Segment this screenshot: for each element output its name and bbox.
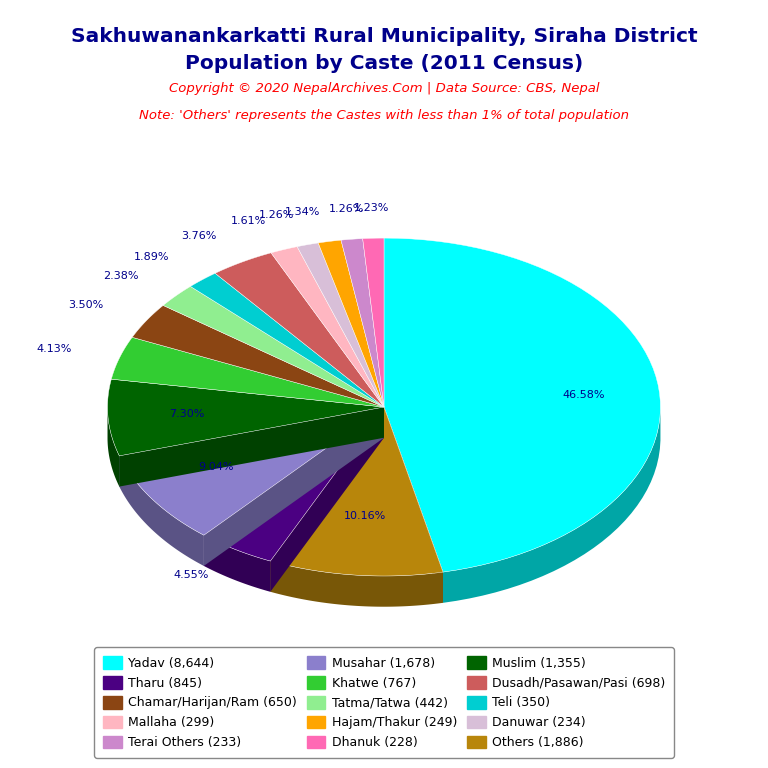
Polygon shape — [341, 239, 384, 407]
Polygon shape — [119, 456, 204, 566]
Polygon shape — [132, 306, 384, 407]
Polygon shape — [270, 407, 384, 592]
Polygon shape — [384, 407, 443, 603]
Text: Sakhuwanankarkatti Rural Municipality, Siraha District: Sakhuwanankarkatti Rural Municipality, S… — [71, 27, 697, 46]
Polygon shape — [318, 240, 384, 407]
Text: Population by Caste (2011 Census): Population by Caste (2011 Census) — [185, 54, 583, 73]
Text: Copyright © 2020 NepalArchives.Com | Data Source: CBS, Nepal: Copyright © 2020 NepalArchives.Com | Dat… — [169, 82, 599, 95]
Polygon shape — [443, 410, 660, 603]
Polygon shape — [204, 407, 384, 566]
Polygon shape — [163, 286, 384, 407]
Polygon shape — [362, 238, 384, 407]
Polygon shape — [190, 273, 384, 407]
Polygon shape — [204, 407, 384, 561]
Polygon shape — [384, 238, 660, 572]
Polygon shape — [119, 407, 384, 535]
Polygon shape — [111, 337, 384, 407]
Text: 7.30%: 7.30% — [169, 409, 204, 419]
Polygon shape — [297, 243, 384, 407]
Polygon shape — [270, 407, 443, 576]
Polygon shape — [119, 407, 384, 487]
Text: 1.26%: 1.26% — [259, 210, 294, 220]
Text: 46.58%: 46.58% — [563, 390, 605, 400]
Polygon shape — [270, 561, 443, 607]
Text: 4.55%: 4.55% — [174, 571, 209, 581]
Polygon shape — [204, 535, 270, 592]
Text: 4.13%: 4.13% — [37, 344, 72, 354]
Polygon shape — [108, 408, 119, 487]
Legend: Yadav (8,644), Tharu (845), Chamar/Harijan/Ram (650), Mallaha (299), Terai Other: Yadav (8,644), Tharu (845), Chamar/Harij… — [94, 647, 674, 758]
Text: 1.26%: 1.26% — [329, 204, 364, 214]
Text: 9.04%: 9.04% — [198, 462, 233, 472]
Text: 1.34%: 1.34% — [284, 207, 319, 217]
Polygon shape — [271, 247, 384, 407]
Polygon shape — [204, 407, 384, 566]
Text: 3.50%: 3.50% — [68, 300, 104, 310]
Polygon shape — [119, 407, 384, 487]
Text: Note: 'Others' represents the Castes with less than 1% of total population: Note: 'Others' represents the Castes wit… — [139, 109, 629, 122]
Polygon shape — [270, 407, 384, 592]
Text: 10.16%: 10.16% — [344, 511, 386, 521]
Polygon shape — [215, 253, 384, 407]
Text: 2.38%: 2.38% — [103, 270, 139, 280]
Polygon shape — [108, 379, 384, 456]
Text: 3.76%: 3.76% — [181, 231, 217, 241]
Polygon shape — [384, 407, 443, 603]
Text: 1.61%: 1.61% — [230, 216, 266, 226]
Text: 1.23%: 1.23% — [354, 203, 389, 213]
Text: 1.89%: 1.89% — [134, 252, 170, 262]
